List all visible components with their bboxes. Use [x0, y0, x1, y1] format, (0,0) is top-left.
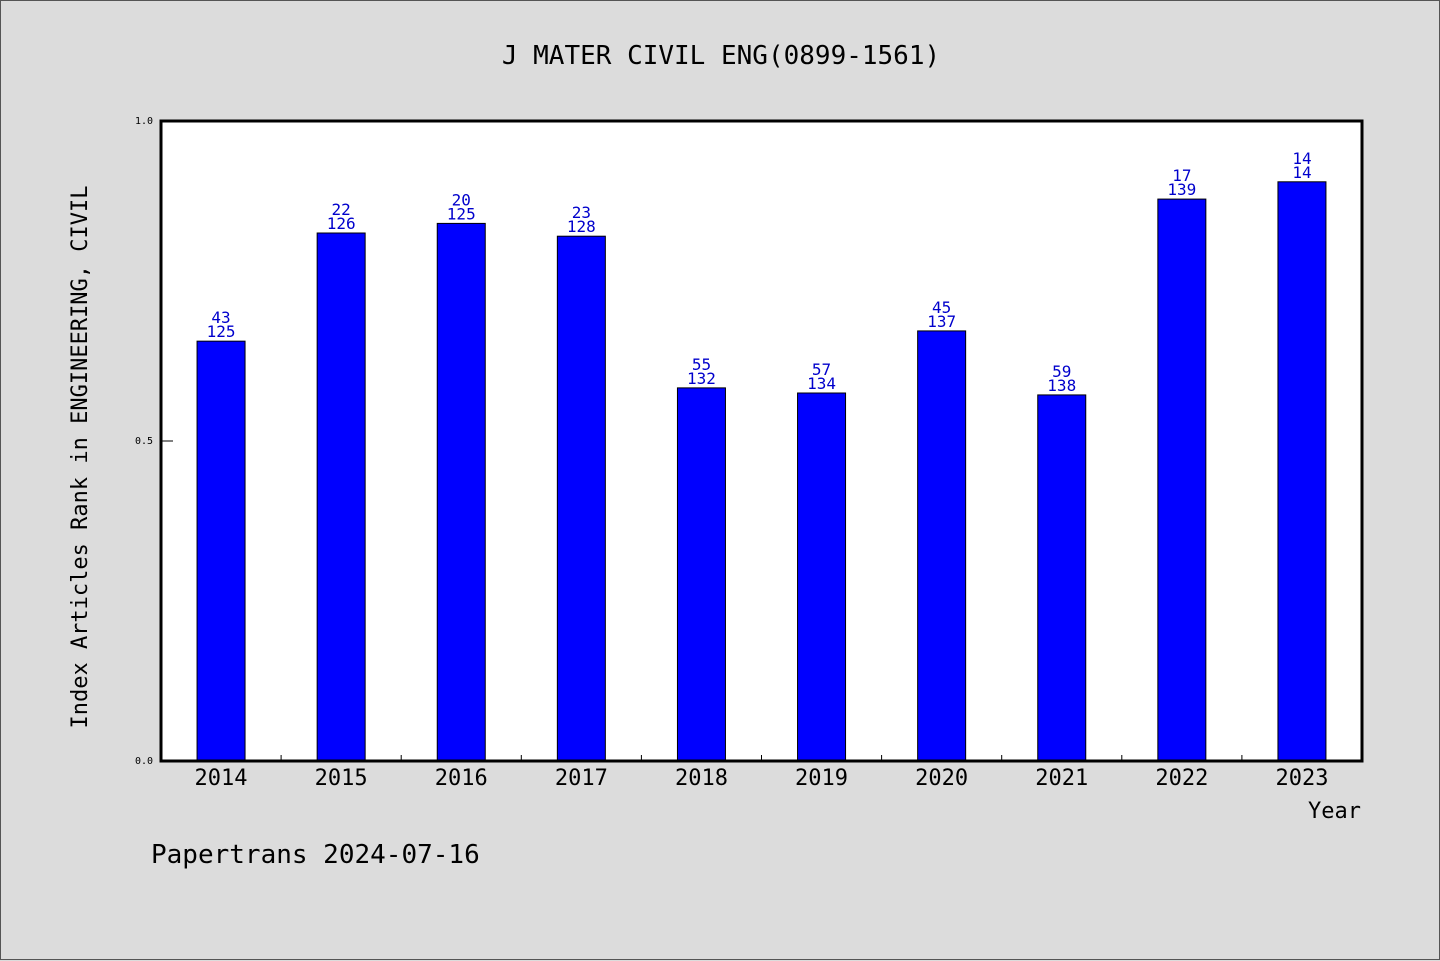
bar-2018	[676, 387, 726, 762]
x-tick-label-2019: 2019	[795, 766, 848, 791]
plot-border	[159, 119, 1364, 763]
data-label-total-2021: 138	[1047, 376, 1076, 395]
data-label-total-2022: 139	[1167, 180, 1196, 199]
data-label-rank-2022: 17	[1172, 166, 1191, 185]
y-tick-label-1.0: 1.0	[135, 116, 153, 127]
data-label-total-2017: 128	[567, 217, 596, 236]
x-tick-label-2014: 2014	[195, 766, 248, 791]
x-tick-label-2015: 2015	[315, 766, 368, 791]
data-label-total-2019: 134	[807, 374, 836, 393]
data-label-total-2023: 14	[1292, 163, 1311, 182]
bar-2015	[316, 232, 366, 762]
x-tick-label-2018: 2018	[675, 766, 728, 791]
x-tick-label-2021: 2021	[1035, 766, 1088, 791]
bar-2016	[436, 222, 486, 762]
data-label-rank-2016: 20	[452, 190, 471, 209]
x-tick-label-2016: 2016	[435, 766, 488, 791]
bar-2017	[556, 235, 606, 762]
bar-2023	[1277, 181, 1327, 762]
data-label-rank-2017: 23	[572, 203, 591, 222]
footer-source-date: Papertrans 2024-07-16	[151, 840, 480, 870]
data-label-rank-2023: 14	[1292, 149, 1311, 168]
y-axis-label: Index Articles Rank in ENGINEERING, CIVI…	[68, 185, 93, 728]
data-label-rank-2021: 59	[1052, 362, 1071, 381]
x-tick-label-2017: 2017	[555, 766, 608, 791]
axis-layer: 2014 2015 2016 2017 2018 2019 2020 2021 2022 2023…	[135, 116, 1329, 791]
data-label-rank-2015: 22	[332, 200, 351, 219]
chart-title: J MATER CIVIL ENG(0899-1561)	[502, 41, 940, 71]
data-label-rank-2014: 43	[211, 308, 230, 327]
bar-2014	[196, 340, 246, 762]
x-tick-label-2020: 2020	[915, 766, 968, 791]
bar-2019	[797, 392, 847, 762]
x-tick-label-2023: 2023	[1275, 766, 1328, 791]
data-label-total-2020: 137	[927, 312, 956, 331]
data-label-total-2015: 126	[327, 214, 356, 233]
x-tick-label-2022: 2022	[1155, 766, 1208, 791]
bar-2022	[1157, 198, 1207, 762]
data-label-total-2016: 125	[447, 204, 476, 223]
bars-layer	[196, 181, 1327, 762]
data-label-rank-2020: 45	[932, 298, 951, 317]
data-label-rank-2019: 57	[812, 360, 831, 379]
y-tick-label-0.0: 0.0	[135, 756, 153, 767]
x-axis-label: Year	[1308, 799, 1361, 824]
data-label-total-2014: 125	[207, 322, 236, 341]
bar-2020	[917, 330, 967, 762]
y-tick-label-0.5: 0.5	[135, 436, 153, 447]
bar-2021	[1037, 394, 1087, 762]
data-label-total-2018: 132	[687, 369, 716, 388]
data-label-rank-2018: 55	[692, 355, 711, 374]
